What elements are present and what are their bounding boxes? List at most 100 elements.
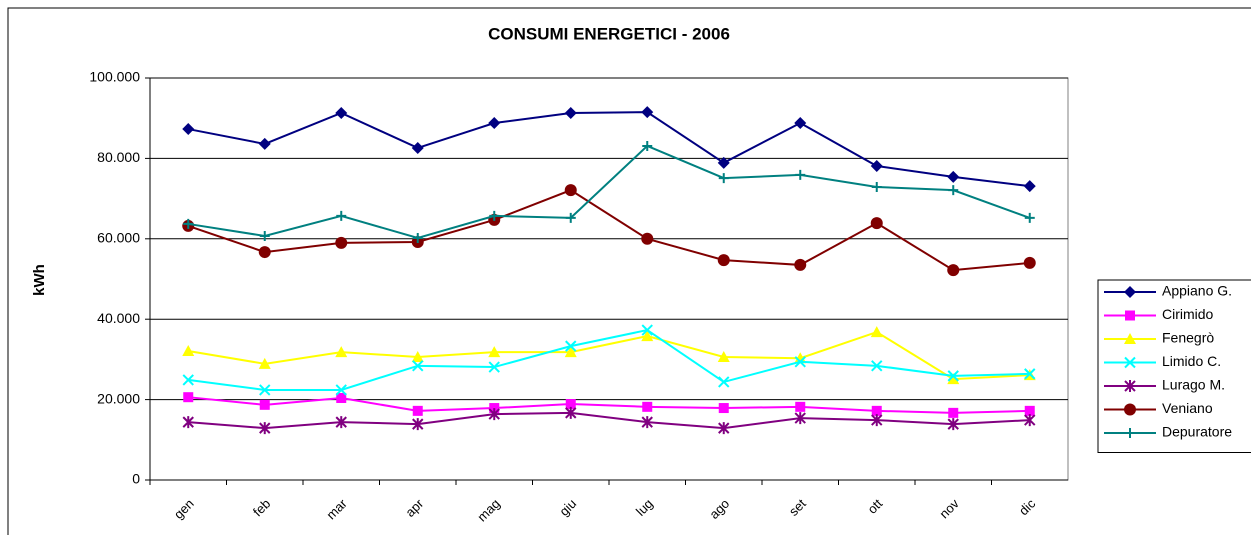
data-point [947,418,959,431]
data-point [489,210,500,221]
data-point [871,360,883,372]
series-line [188,411,1030,430]
y-tick-label: 20.000 [97,390,140,406]
data-point [258,246,271,259]
data-point [641,330,654,342]
data-point [795,169,806,180]
data-point [182,344,195,356]
data-point [947,370,959,382]
data-point [641,416,653,429]
legend-label: Veniano [1162,400,1213,416]
data-point [412,405,423,416]
data-point [488,361,500,373]
legend-marker [1124,286,1136,298]
data-point [336,392,347,403]
data-point [183,218,194,229]
data-point [642,401,653,412]
legend-marker [1124,380,1136,392]
data-point [488,346,501,358]
series-line [188,144,1031,240]
data-point [335,346,348,358]
data-point [182,123,195,136]
data-point [336,210,347,221]
data-point [1023,180,1036,193]
y-axis-title: kWh [31,264,48,296]
legend-box [1097,279,1251,453]
data-point [411,141,424,154]
data-point [947,170,960,183]
data-point [564,184,577,197]
data-point [259,422,271,435]
data-point [259,384,271,396]
legend-label: Appiano G. [1162,283,1232,299]
data-point [182,374,194,386]
data-point [565,406,577,419]
data-point [794,412,806,425]
data-point [794,356,806,368]
data-point [564,346,577,358]
y-tick-label: 100.000 [89,69,140,85]
data-point [794,117,807,130]
chart-title: CONSUMI ENERGETICI - 2006 [488,24,730,43]
data-point [718,422,730,435]
y-tick-label: 40.000 [97,310,140,326]
data-point [718,376,730,388]
legend-marker [1125,310,1135,321]
data-point [794,258,807,271]
data-point [641,106,654,119]
series-line [188,111,1030,188]
data-point [948,185,959,196]
legend-label: Cirimido [1162,306,1214,322]
legend-label: Lurago M. [1162,377,1225,393]
legend-label: Fenegrò [1162,330,1214,346]
legend-marker [1124,403,1136,416]
legend-marker [1125,428,1135,438]
data-point [565,212,576,223]
data-point [335,236,348,249]
data-point [488,117,501,130]
data-point [871,181,882,192]
legend-marker [1124,356,1136,369]
data-point [335,416,347,429]
data-point [717,156,730,169]
series-line [187,189,1030,272]
data-point [794,352,807,364]
data-point [489,403,500,414]
data-point [870,160,883,173]
data-point [717,350,730,362]
series-line [188,396,1030,414]
data-point [948,407,959,418]
plot-area [149,77,1069,481]
data-point [411,350,424,362]
data-point [565,340,577,352]
data-point [258,357,271,369]
data-point [412,418,424,431]
data-point [947,264,960,277]
data-point [565,399,576,410]
legend-label: Depuratore [1162,424,1232,440]
data-point [795,401,806,412]
legend-marker [1124,333,1136,344]
series-line [188,330,1030,381]
data-point [335,106,348,119]
data-point [718,403,729,414]
data-point [183,392,194,403]
legend-label: Limido C. [1162,353,1221,369]
data-point [870,217,883,230]
data-point [947,373,960,385]
data-point [564,106,577,119]
data-point [335,384,347,396]
data-point [488,408,500,421]
data-point [1024,212,1035,223]
y-tick-label: 80.000 [97,149,140,165]
data-point [717,254,730,267]
data-point [871,405,882,416]
data-point [642,140,653,151]
data-point [1024,405,1035,416]
data-point [870,326,883,338]
data-point [412,360,424,372]
data-point [259,399,270,410]
data-point [1023,256,1036,269]
series-line [188,328,1030,391]
